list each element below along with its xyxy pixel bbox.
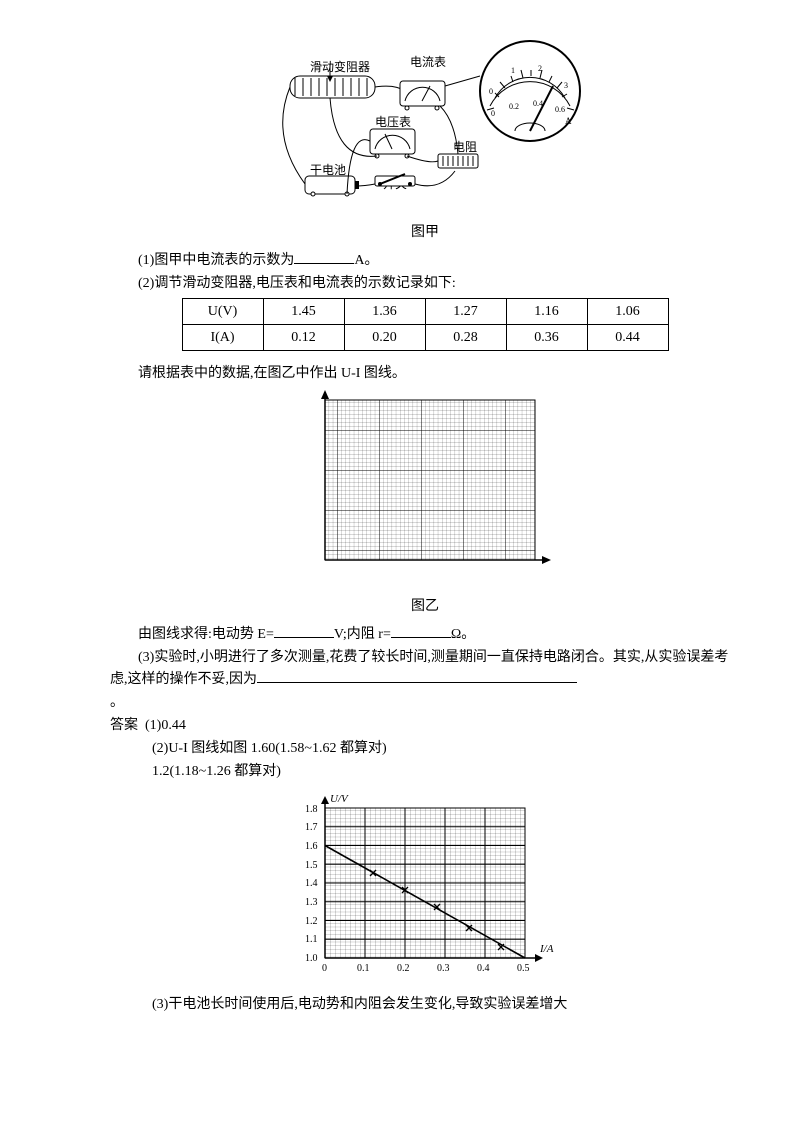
cell: U(V) (182, 299, 263, 325)
cell: 0.20 (344, 325, 425, 351)
dial-top-1: 1 (511, 66, 515, 75)
xtick: 0 (322, 963, 327, 974)
ytick: 1.3 (305, 897, 318, 908)
fig2-caption: 图乙 (110, 596, 740, 617)
ytick: 1.6 (305, 841, 318, 852)
q1-prefix: (1)图甲中电流表的示数为 (138, 253, 294, 268)
circuit-figure: 滑动变阻器 电流表 (110, 36, 740, 216)
dial-top-0: 0 (489, 87, 493, 96)
ytick: 1.5 (305, 860, 318, 871)
question-1: (1)图甲中电流表的示数为 A。 (110, 249, 740, 271)
voltmeter-label: 电压表 (375, 115, 411, 129)
ytick: 1.7 (305, 822, 318, 833)
dial-bot-1: 0.2 (509, 102, 519, 111)
fig1-caption: 图甲 (110, 222, 740, 243)
table-row: I(A) 0.12 0.20 0.28 0.36 0.44 (182, 325, 668, 351)
ammeter-dial (480, 41, 580, 141)
dial-unit: A (565, 116, 572, 126)
xtick: 0.3 (437, 963, 450, 974)
xtick: 0.4 (477, 963, 490, 974)
q2-result-mid: V;内阻 r= (334, 627, 391, 642)
cell: 0.28 (425, 325, 506, 351)
answer-chart: 1.0 1.1 1.2 1.3 1.4 1.5 1.6 1.7 1.8 0 0.… (110, 788, 740, 988)
q2-result-suffix: Ω。 (451, 627, 475, 642)
xlabel: I/A (539, 943, 554, 955)
dial-bot-0: 0 (491, 109, 495, 118)
answer-label: 答案 (110, 718, 138, 733)
xtick: 0.2 (397, 963, 410, 974)
answer-section: 答案 (1)0.44 (110, 715, 740, 736)
q3-blank (257, 668, 577, 683)
blank-grid (110, 390, 740, 590)
rheostat-label: 滑动变阻器 (310, 59, 370, 74)
question-2-intro: (2)调节滑动变阻器,电压表和电流表的示数记录如下: (110, 273, 740, 294)
dial-top-3: 3 (564, 81, 568, 90)
dial-bot-3: 0.6 (555, 105, 565, 114)
cell: 1.16 (506, 299, 587, 325)
q2-result-prefix: 由图线求得:电动势 E= (138, 627, 274, 642)
answer-1: (1)0.44 (145, 718, 186, 733)
ytick: 1.8 (305, 804, 318, 815)
q3-period: 。 (110, 692, 740, 713)
cell: I(A) (182, 325, 263, 351)
ytick: 1.0 (305, 953, 318, 964)
cell: 0.36 (506, 325, 587, 351)
cell: 1.36 (344, 299, 425, 325)
ammeter-label: 电流表 (410, 55, 446, 69)
cell: 1.06 (587, 299, 668, 325)
dial-top-2: 2 (538, 64, 542, 73)
cell: 1.45 (263, 299, 344, 325)
answer-2-line1: (2)U-I 图线如图 1.60(1.58~1.62 都算对) (110, 738, 740, 759)
answer-2-line2: 1.2(1.18~1.26 都算对) (110, 761, 740, 782)
q2-result-line: 由图线求得:电动势 E= V;内阻 r= Ω。 (110, 623, 740, 645)
data-table: U(V) 1.45 1.36 1.27 1.16 1.06 I(A) 0.12 … (182, 298, 669, 351)
q1-blank (294, 249, 354, 264)
ylabel: U/V (330, 793, 349, 805)
xtick: 0.1 (357, 963, 370, 974)
cell: 1.27 (425, 299, 506, 325)
answer-3: (3)干电池长时间使用后,电动势和内阻会发生变化,导致实验误差增大 (110, 994, 740, 1015)
q1-unit: A。 (354, 253, 378, 268)
cell: 0.44 (587, 325, 668, 351)
battery-label: 干电池 (310, 163, 346, 177)
q2-instruction: 请根据表中的数据,在图乙中作出 U-I 图线。 (110, 363, 740, 384)
r-blank (391, 623, 451, 638)
cell: 0.12 (263, 325, 344, 351)
xtick: 0.5 (517, 963, 530, 974)
ytick: 1.1 (305, 934, 318, 945)
ytick: 1.4 (305, 878, 318, 889)
table-row: U(V) 1.45 1.36 1.27 1.16 1.06 (182, 299, 668, 325)
ytick: 1.2 (305, 916, 318, 927)
question-3: (3)实验时,小明进行了多次测量,花费了较长时间,测量期间一直保持电路闭合。其实… (110, 647, 740, 690)
emf-blank (274, 623, 334, 638)
